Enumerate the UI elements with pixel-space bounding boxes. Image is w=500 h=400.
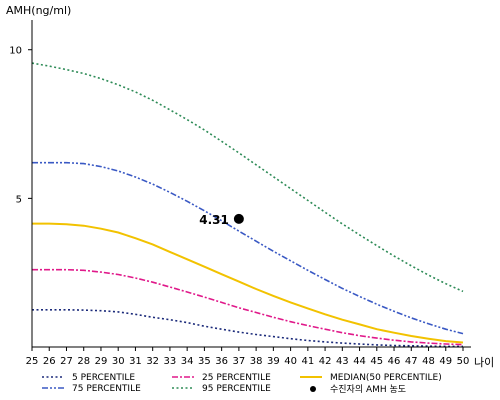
x-tick-label: 33 <box>164 356 177 367</box>
x-tick-label: 36 <box>215 356 228 367</box>
x-tick-label: 35 <box>198 356 211 367</box>
x-tick-label: 48 <box>422 356 435 367</box>
x-tick-label: 39 <box>267 356 280 367</box>
x-tick-label: 49 <box>439 356 452 367</box>
x-tick-label: 25 <box>26 356 39 367</box>
series-line <box>32 222 464 344</box>
legend-entry-label: 75 PERCENTILE <box>72 384 141 394</box>
x-tick-label: 31 <box>129 356 142 367</box>
series-line <box>32 268 464 346</box>
x-tick-label: 32 <box>146 356 159 367</box>
x-tick-label: 50 <box>457 356 470 367</box>
x-tick-label: 40 <box>284 356 297 367</box>
x-tick-label: 42 <box>319 356 332 367</box>
series-line <box>32 161 464 335</box>
legend-point-marker <box>310 386 316 392</box>
x-tick-label: 27 <box>60 356 73 367</box>
y-tick-label: 5 <box>16 194 22 205</box>
x-tick-label: 28 <box>77 356 90 367</box>
y-axis-title: AMH(ng/ml) <box>6 4 71 17</box>
series-line <box>32 308 463 348</box>
patient-amh-value-label: 4.31 <box>199 213 229 227</box>
plot-area: 4.31 <box>31 62 464 348</box>
series-line <box>31 62 464 293</box>
legend-entry-label: 95 PERCENTILE <box>202 384 271 394</box>
x-tick-label: 45 <box>370 356 383 367</box>
x-tick-label: 44 <box>353 356 366 367</box>
legend-point-label: 수진자의 AMH 농도 <box>330 384 406 395</box>
x-axis-title: 나이 <box>474 356 494 369</box>
x-tick-label: 26 <box>43 356 56 367</box>
x-tick-label: 43 <box>336 356 349 367</box>
y-tick-label: 10 <box>9 46 22 57</box>
legend-entry-label: MEDIAN(50 PERCENTILE) <box>330 373 442 383</box>
x-tick-label: 34 <box>181 356 194 367</box>
patient-amh-point <box>233 213 244 224</box>
x-tick-label: 41 <box>301 356 314 367</box>
x-tick-label: 46 <box>388 356 401 367</box>
x-tick-label: 29 <box>95 356 108 367</box>
axes: 5 10 25 26 27 28 29 30 31 32 33 34 35 36 37 38 39 40 41 42 4… <box>9 20 471 367</box>
x-tick-label: 47 <box>405 356 418 367</box>
legend-entry-label: 25 PERCENTILE <box>202 373 271 383</box>
legend-entry-label: 5 PERCENTILE <box>72 373 135 383</box>
x-tick-label: 38 <box>250 356 263 367</box>
legend: 5 PERCENTILE 25 PERCENTILE MEDIAN(50 PERCE… <box>42 373 442 395</box>
x-tick-label: 37 <box>233 356 246 367</box>
x-tick-label: 30 <box>112 356 125 367</box>
